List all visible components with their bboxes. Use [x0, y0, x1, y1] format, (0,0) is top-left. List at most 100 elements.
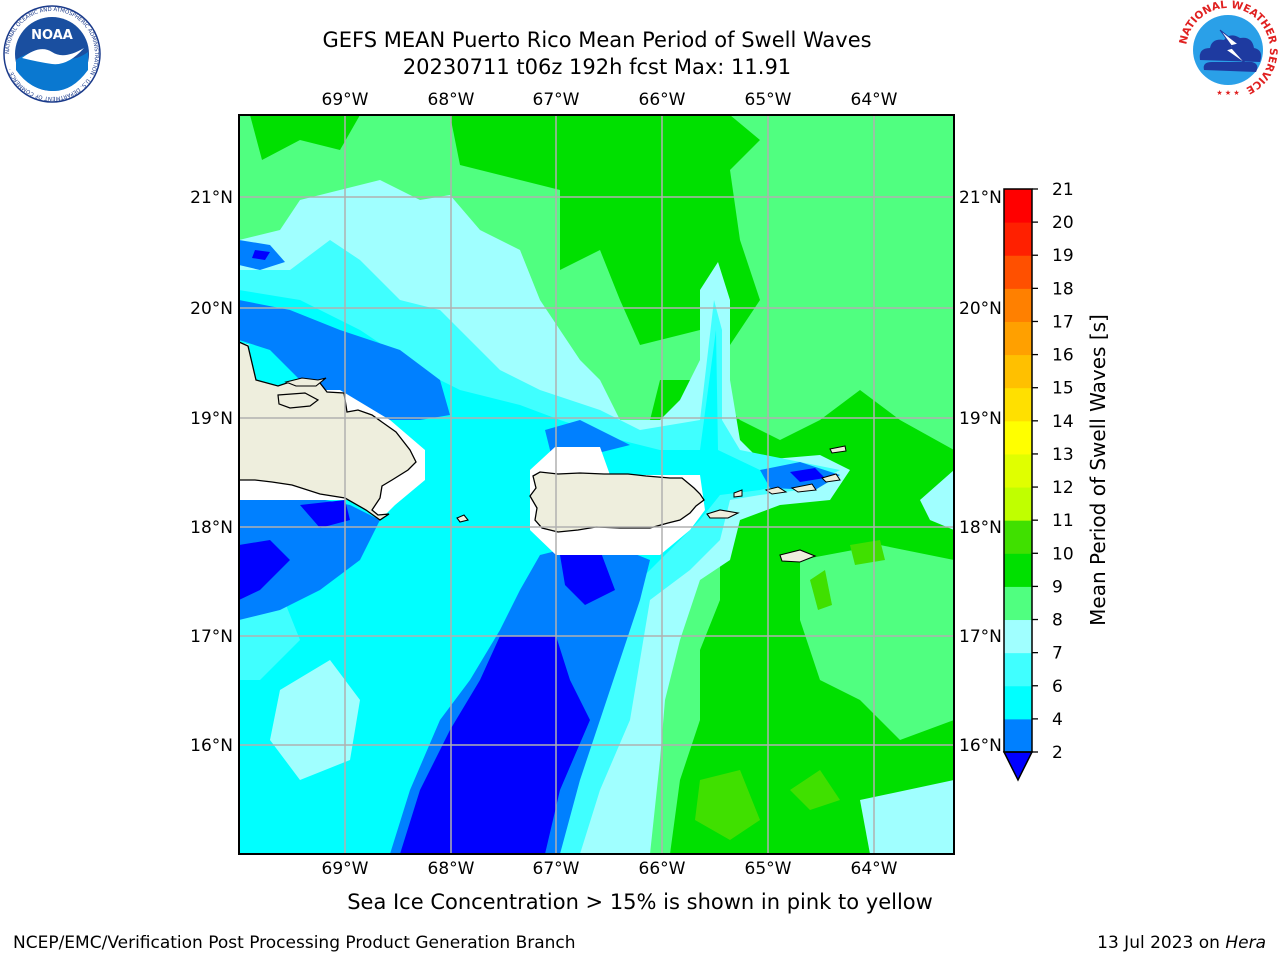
field-patch-8-east	[920, 470, 954, 530]
colorbar-title: Mean Period of Swell Waves [s]	[1086, 314, 1110, 626]
colorbar-tick-label: 4	[1052, 710, 1063, 730]
lon-label-top: 64°W	[851, 90, 898, 110]
colorbar-bin	[1004, 718, 1032, 753]
colorbar-tick-label: 8	[1052, 611, 1063, 631]
colorbar-bin	[1004, 387, 1032, 422]
lon-label-top: 68°W	[428, 90, 475, 110]
land-puerto-rico	[529, 471, 705, 533]
lat-label-left: 20°N	[190, 299, 233, 319]
field-band-lt2-sw	[239, 540, 290, 600]
lat-label-left: 18°N	[190, 518, 233, 538]
colorbar-bin	[1004, 586, 1032, 621]
colorbar-tick-label: 6	[1052, 677, 1063, 697]
lon-label-bottom: 65°W	[745, 859, 792, 879]
map-frame	[238, 114, 955, 855]
colorbar-bin	[1004, 619, 1032, 654]
colorbar-tick-label: 14	[1052, 412, 1074, 432]
map-title: GEFS MEAN Puerto Rico Mean Period of Swe…	[322, 28, 872, 52]
lon-label-top: 65°W	[745, 90, 792, 110]
colorbar-tick-label: 9	[1052, 577, 1063, 597]
colorbar-tick-label: 18	[1052, 279, 1074, 299]
land-anegada	[829, 445, 847, 454]
colorbar-bin	[1004, 354, 1032, 389]
colorbar-frame	[1003, 188, 1033, 753]
land-tortola	[790, 483, 817, 493]
land-st-thomas	[764, 486, 788, 495]
lon-label-bottom: 67°W	[533, 859, 580, 879]
field-patch-11-a	[695, 770, 760, 840]
lon-label-top: 66°W	[639, 90, 686, 110]
field-patch-11-c	[850, 540, 885, 565]
lat-label-right: 16°N	[959, 736, 1002, 756]
field-patch-lt2-pr	[560, 550, 615, 605]
credit-branch: NCEP/EMC/Verification Post Processing Pr…	[13, 933, 576, 953]
lat-label-left: 21°N	[190, 188, 233, 208]
land-vieques	[706, 509, 740, 519]
colorbar-tick-label: 19	[1052, 246, 1074, 266]
graticule	[239, 115, 954, 854]
colorbar-bin	[1004, 652, 1032, 687]
credit-host: Hera	[1225, 933, 1266, 953]
lon-label-bottom: 64°W	[851, 859, 898, 879]
field-patch-11-b	[790, 770, 840, 810]
field-patch-8-sw-top	[270, 660, 360, 780]
field-patch-lt2-vi	[790, 468, 825, 482]
colorbar-tick-label: 11	[1052, 511, 1074, 531]
lat-label-right: 18°N	[959, 518, 1002, 538]
lon-label-top: 67°W	[533, 90, 580, 110]
colorbar-tick-label: 20	[1052, 213, 1074, 233]
lat-label-right: 20°N	[959, 299, 1002, 319]
colorbar-tick-label: 16	[1052, 346, 1074, 366]
credit-date: 13 Jul 2023 on Hera	[1097, 933, 1266, 953]
colorbar-tick-label: 13	[1052, 445, 1074, 465]
lat-label-left: 16°N	[190, 736, 233, 756]
lat-label-right: 21°N	[959, 188, 1002, 208]
colorbar-tick-label: 2	[1052, 743, 1063, 763]
colorbar-bin	[1004, 420, 1032, 455]
nws-stars-icon: ★ ★ ★	[1216, 89, 1239, 97]
lat-label-right: 19°N	[959, 409, 1002, 429]
colorbar-tick-label: 21	[1052, 180, 1074, 200]
colorbar-bin	[1004, 288, 1032, 322]
colorbar-tick-label: 15	[1052, 379, 1074, 399]
sea-ice-caption: Sea Ice Concentration > 15% is shown in …	[347, 890, 933, 914]
colorbar-bin	[1004, 189, 1032, 223]
lon-label-bottom: 69°W	[322, 859, 369, 879]
lon-label-top: 69°W	[322, 90, 369, 110]
land-culebra	[733, 489, 743, 498]
colorbar-bin	[1004, 453, 1032, 488]
colorbar-bin	[1004, 321, 1032, 356]
lat-label-left: 17°N	[190, 627, 233, 647]
nws-logo: NATIONAL WEATHER SERVICE ★ ★ ★	[1177, 0, 1279, 98]
field-band-9-10-east	[800, 545, 954, 740]
lon-label-bottom: 66°W	[639, 859, 686, 879]
colorbar-tick-label: 17	[1052, 312, 1074, 332]
field-patch-8-se	[860, 780, 954, 854]
field-patch-11-d	[810, 570, 832, 610]
field-patch-lt2-nw	[252, 250, 270, 260]
colorbar-bin	[1004, 553, 1032, 587]
land-st-croix	[779, 549, 817, 563]
colorbar-bin	[1004, 487, 1032, 521]
land-samana	[277, 392, 320, 409]
noaa-logo-text: NOAA	[31, 28, 73, 43]
land-mona-island	[456, 514, 469, 523]
land-hisp-north-coast	[284, 377, 327, 387]
colorbar-bin	[1004, 685, 1032, 720]
colorbar: 2 4 6 7 8 9 10 11 12 13 14 15 16 17 18 19 20 21	[1002, 180, 1074, 782]
colorbar-bin	[1004, 255, 1032, 289]
colorbar-extend-arrow	[1002, 751, 1034, 782]
field-patch-lt2-hisp	[300, 500, 350, 528]
colorbar-bin	[1004, 222, 1032, 256]
map-subtitle: 20230711 t06z 192h fcst Max: 11.91	[402, 55, 792, 79]
land-virgin-gorda	[821, 473, 841, 483]
noaa-logo: NOAA NATIONAL OCEANIC AND ATMOSPHERIC AD…	[3, 5, 101, 103]
lon-label-bottom: 68°W	[428, 859, 475, 879]
swell-period-field	[239, 115, 954, 854]
colorbar-tick-label: 12	[1052, 478, 1074, 498]
colorbar-tick-label: 10	[1052, 544, 1074, 564]
colorbar-bin	[1004, 520, 1032, 554]
lat-label-left: 19°N	[190, 409, 233, 429]
lat-label-right: 17°N	[959, 627, 1002, 647]
